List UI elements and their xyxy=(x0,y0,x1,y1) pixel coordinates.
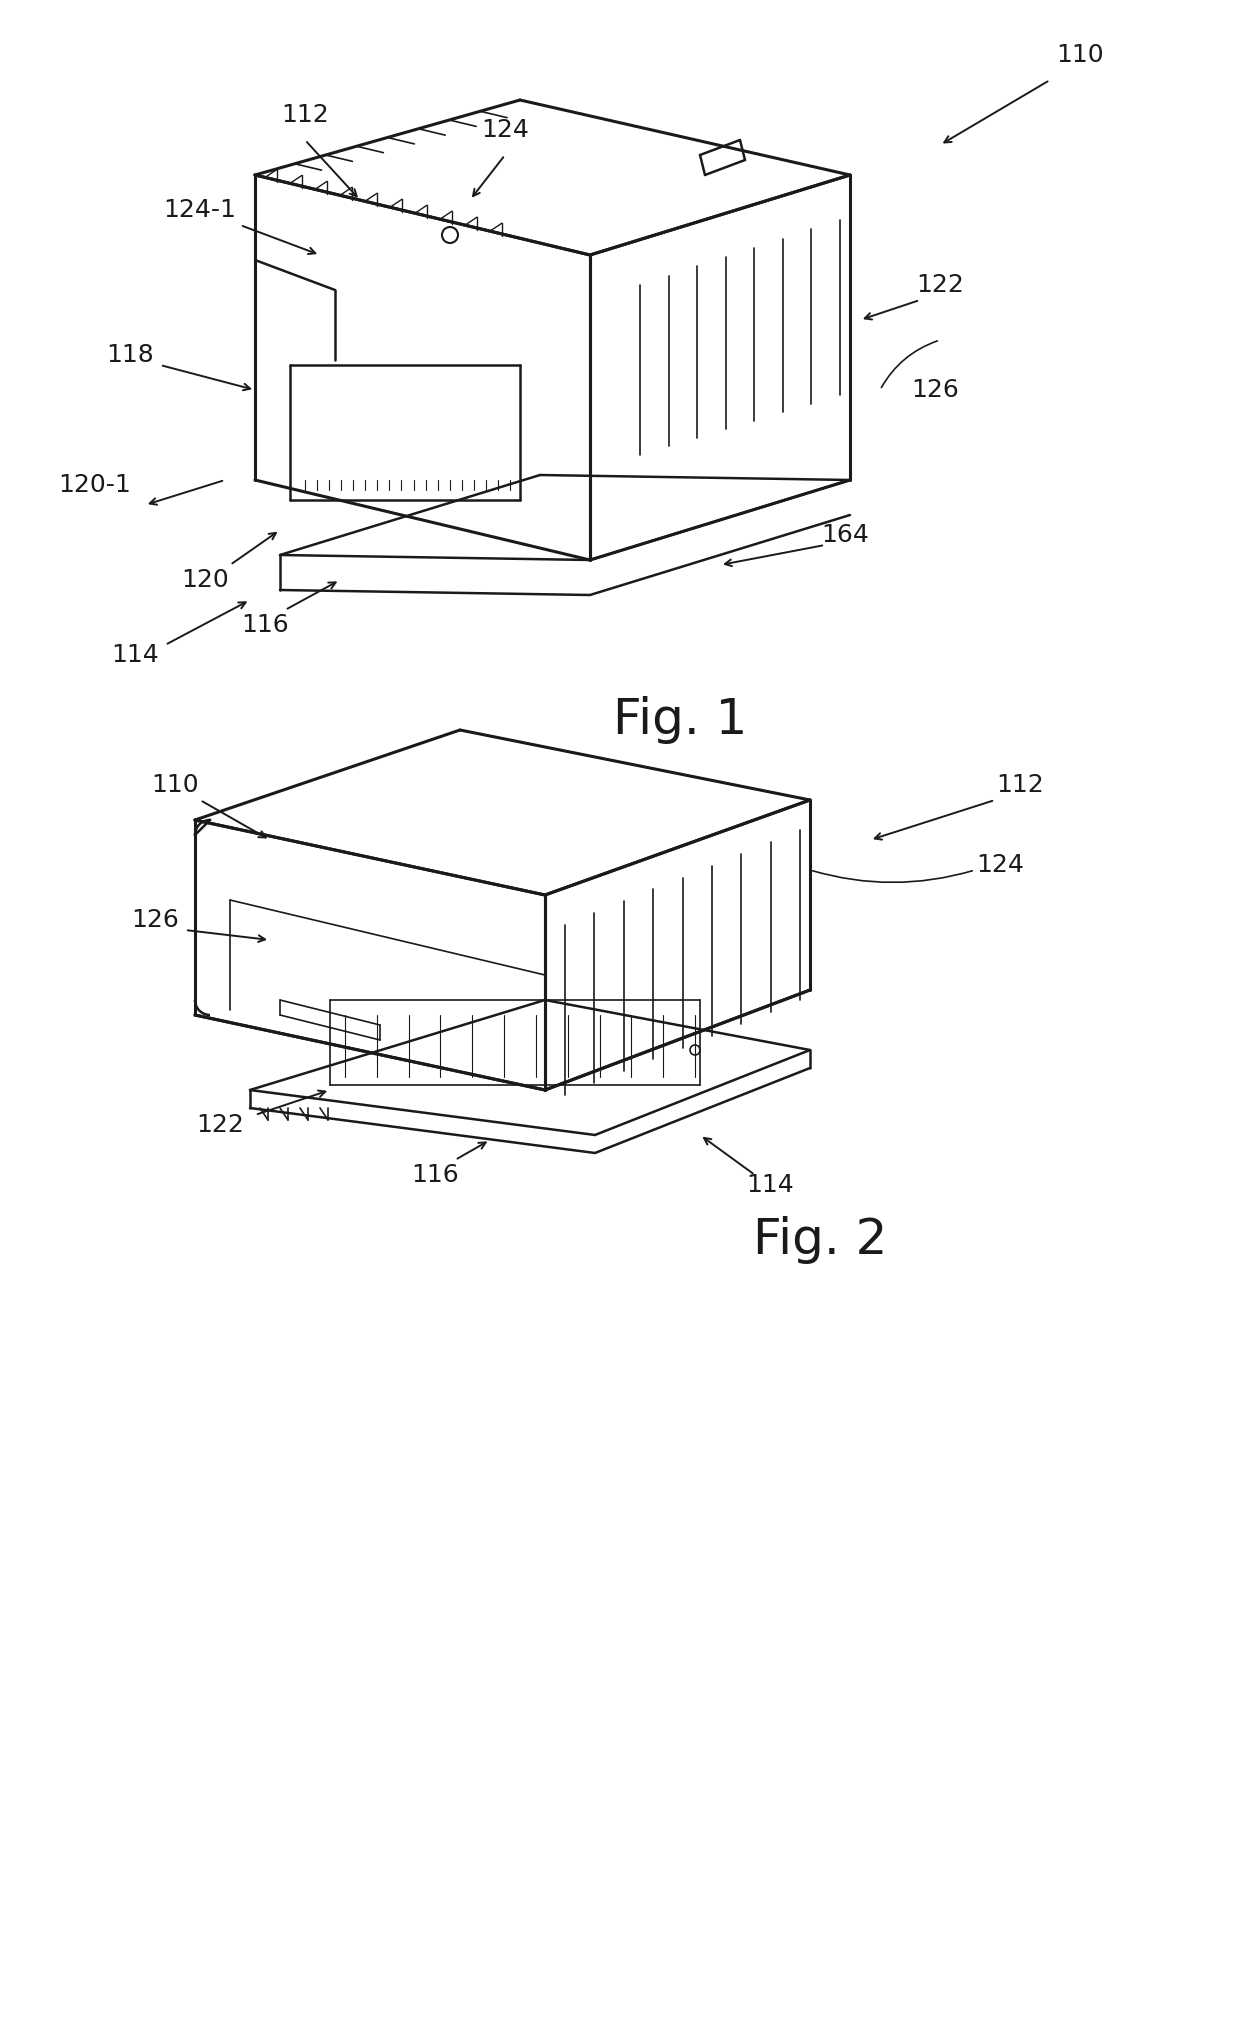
Text: 118: 118 xyxy=(107,343,154,367)
Text: 124: 124 xyxy=(481,118,529,142)
Text: 112: 112 xyxy=(996,773,1044,797)
Text: 122: 122 xyxy=(196,1113,244,1138)
Text: 116: 116 xyxy=(241,612,289,637)
Text: 110: 110 xyxy=(151,773,198,797)
Text: 126: 126 xyxy=(131,909,179,933)
Text: 110: 110 xyxy=(1056,43,1104,67)
Text: 124-1: 124-1 xyxy=(164,199,237,221)
Text: 114: 114 xyxy=(112,643,159,667)
Text: 124: 124 xyxy=(976,854,1024,876)
Text: Fig. 2: Fig. 2 xyxy=(753,1217,887,1263)
Text: 112: 112 xyxy=(281,103,329,128)
Text: 120: 120 xyxy=(181,568,229,592)
Text: 164: 164 xyxy=(821,523,869,548)
Text: 126: 126 xyxy=(911,377,959,402)
Text: 116: 116 xyxy=(412,1162,459,1186)
Text: 114: 114 xyxy=(746,1172,794,1197)
Text: Fig. 1: Fig. 1 xyxy=(613,696,748,744)
Text: 122: 122 xyxy=(916,274,963,296)
Text: 120-1: 120-1 xyxy=(58,473,131,497)
